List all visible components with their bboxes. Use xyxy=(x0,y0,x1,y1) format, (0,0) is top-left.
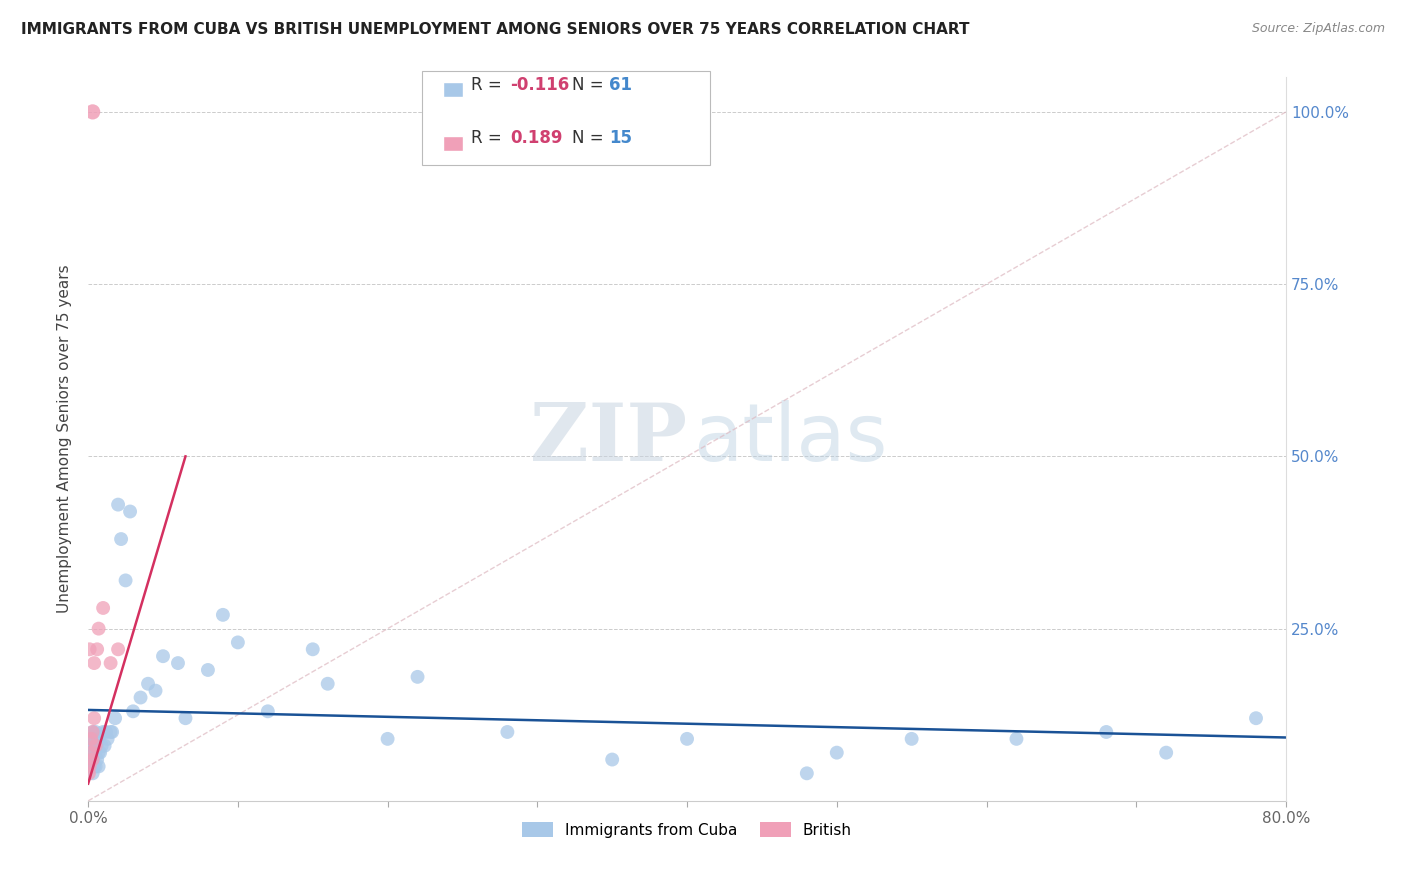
Point xyxy=(82,725,104,739)
Text: ZIP: ZIP xyxy=(530,401,688,478)
Text: 61: 61 xyxy=(609,76,631,94)
Point xyxy=(80,746,103,760)
Point xyxy=(1095,725,1118,739)
Point xyxy=(79,642,101,657)
Point xyxy=(301,642,323,657)
Point xyxy=(80,731,103,746)
Text: 0.189: 0.189 xyxy=(510,129,562,147)
Y-axis label: Unemployment Among Seniors over 75 years: Unemployment Among Seniors over 75 years xyxy=(58,265,72,614)
Point xyxy=(167,656,190,670)
Point xyxy=(110,532,132,546)
Point xyxy=(79,746,101,760)
Point xyxy=(84,739,107,753)
Point xyxy=(1244,711,1267,725)
Point xyxy=(377,731,399,746)
Point xyxy=(80,753,103,767)
Point xyxy=(796,766,818,780)
Point xyxy=(136,677,159,691)
Point xyxy=(83,711,105,725)
Point xyxy=(406,670,429,684)
Point xyxy=(91,601,114,615)
Point xyxy=(82,753,104,767)
Text: N =: N = xyxy=(572,76,609,94)
Point xyxy=(87,622,110,636)
Point xyxy=(89,746,111,760)
Point xyxy=(600,753,623,767)
Point xyxy=(122,704,145,718)
Text: atlas: atlas xyxy=(693,401,887,478)
Point xyxy=(129,690,152,705)
Point xyxy=(84,746,107,760)
Point xyxy=(104,711,127,725)
Point xyxy=(82,104,104,119)
Legend: Immigrants from Cuba, British: Immigrants from Cuba, British xyxy=(516,815,858,844)
Point xyxy=(82,753,104,767)
Point xyxy=(83,746,105,760)
Point xyxy=(496,725,519,739)
Point xyxy=(676,731,699,746)
Point xyxy=(900,731,922,746)
Point xyxy=(174,711,197,725)
Point xyxy=(1005,731,1028,746)
Point xyxy=(316,677,339,691)
Point xyxy=(197,663,219,677)
Point xyxy=(87,746,110,760)
Point xyxy=(77,766,100,780)
Text: Source: ZipAtlas.com: Source: ZipAtlas.com xyxy=(1251,22,1385,36)
Point xyxy=(82,766,104,780)
Point xyxy=(94,725,117,739)
Text: 15: 15 xyxy=(609,129,631,147)
Point xyxy=(93,739,115,753)
Text: -0.116: -0.116 xyxy=(510,76,569,94)
Point xyxy=(256,704,278,718)
Point xyxy=(101,725,124,739)
Point xyxy=(83,656,105,670)
Point xyxy=(84,725,107,739)
Point xyxy=(82,725,104,739)
Point xyxy=(97,731,120,746)
Point xyxy=(83,731,105,746)
Point xyxy=(83,759,105,773)
Point xyxy=(226,635,249,649)
Point xyxy=(107,642,129,657)
Text: IMMIGRANTS FROM CUBA VS BRITISH UNEMPLOYMENT AMONG SENIORS OVER 75 YEARS CORRELA: IMMIGRANTS FROM CUBA VS BRITISH UNEMPLOY… xyxy=(21,22,970,37)
Text: R =: R = xyxy=(471,76,508,94)
Point xyxy=(87,759,110,773)
Point xyxy=(1154,746,1177,760)
Point xyxy=(79,759,101,773)
Point xyxy=(152,649,174,664)
Point xyxy=(80,731,103,746)
Text: N =: N = xyxy=(572,129,609,147)
Point xyxy=(212,607,235,622)
Point xyxy=(84,739,107,753)
Point xyxy=(825,746,848,760)
Point xyxy=(79,753,101,767)
Point xyxy=(100,725,122,739)
Point xyxy=(107,498,129,512)
Point xyxy=(114,574,136,588)
Point xyxy=(77,759,100,773)
Point xyxy=(87,731,110,746)
Point xyxy=(90,739,112,753)
Point xyxy=(120,504,142,518)
Point xyxy=(82,739,104,753)
Point xyxy=(86,739,108,753)
Point xyxy=(86,753,108,767)
Point xyxy=(86,642,108,657)
Point xyxy=(100,656,122,670)
Point xyxy=(79,739,101,753)
Point xyxy=(80,759,103,773)
Point xyxy=(91,725,114,739)
Text: R =: R = xyxy=(471,129,508,147)
Point xyxy=(145,683,167,698)
Point xyxy=(84,759,107,773)
